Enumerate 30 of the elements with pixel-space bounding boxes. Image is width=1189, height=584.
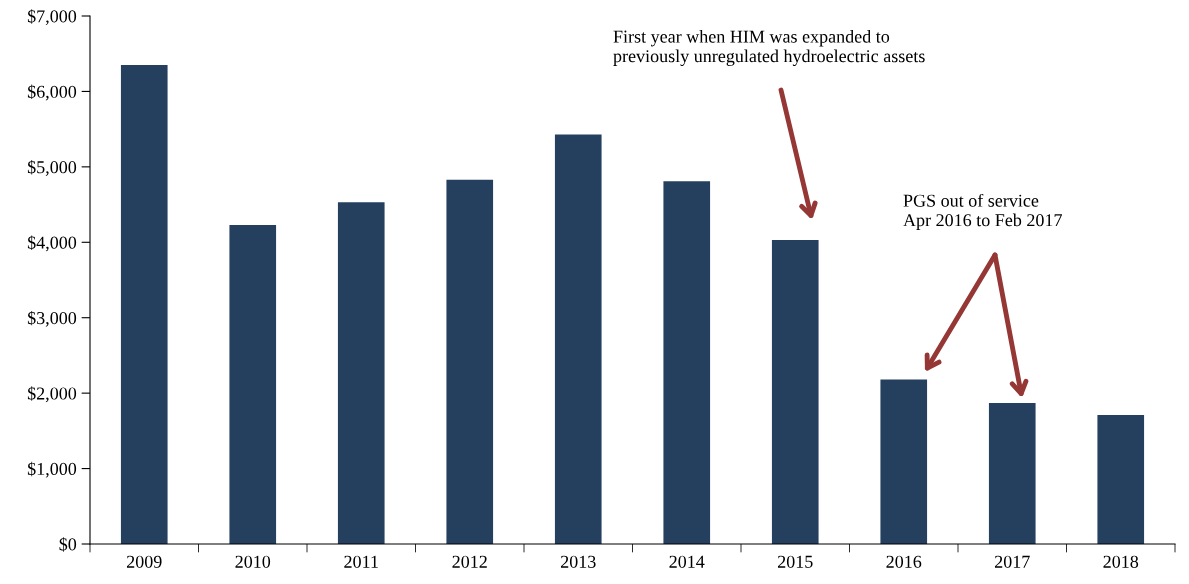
x-tick-label: 2016 bbox=[886, 555, 922, 568]
bar bbox=[663, 181, 711, 544]
bar bbox=[337, 202, 385, 544]
annotation: PGS out of service Apr 2016 to Feb 2017 bbox=[903, 193, 1062, 230]
x-tick-label: 2011 bbox=[344, 555, 378, 568]
y-tick-label: $2,000 bbox=[27, 386, 77, 403]
x-tick-label: 2017 bbox=[994, 555, 1030, 568]
bar bbox=[880, 379, 928, 544]
bar bbox=[554, 134, 602, 544]
bar bbox=[771, 240, 819, 544]
x-tick-label: 2012 bbox=[452, 555, 487, 568]
annotation: First year when HIM was expanded to previously unregulated hydroelectric assets bbox=[613, 30, 925, 66]
y-tick-label: $7,000 bbox=[27, 9, 77, 26]
y-tick-label: $5,000 bbox=[27, 160, 77, 176]
bar bbox=[120, 65, 168, 544]
x-tick-label: 2015 bbox=[777, 555, 813, 568]
bar bbox=[229, 224, 277, 544]
y-tick-label: $4,000 bbox=[27, 235, 77, 252]
y-tick-label: $3,000 bbox=[27, 310, 77, 327]
x-tick-label: 2014 bbox=[669, 555, 705, 568]
y-tick-label: $6,000 bbox=[27, 84, 77, 101]
x-tick-label: 2018 bbox=[1103, 555, 1139, 568]
x-tick-label: 2009 bbox=[126, 555, 162, 568]
bar bbox=[446, 179, 494, 544]
bar bbox=[1097, 415, 1145, 544]
y-tick-label: $0 bbox=[59, 537, 77, 552]
x-tick-label: 2010 bbox=[235, 555, 271, 568]
bar bbox=[988, 402, 1036, 544]
x-tick-label: 2013 bbox=[560, 555, 596, 568]
y-tick-label: $1,000 bbox=[27, 461, 77, 478]
